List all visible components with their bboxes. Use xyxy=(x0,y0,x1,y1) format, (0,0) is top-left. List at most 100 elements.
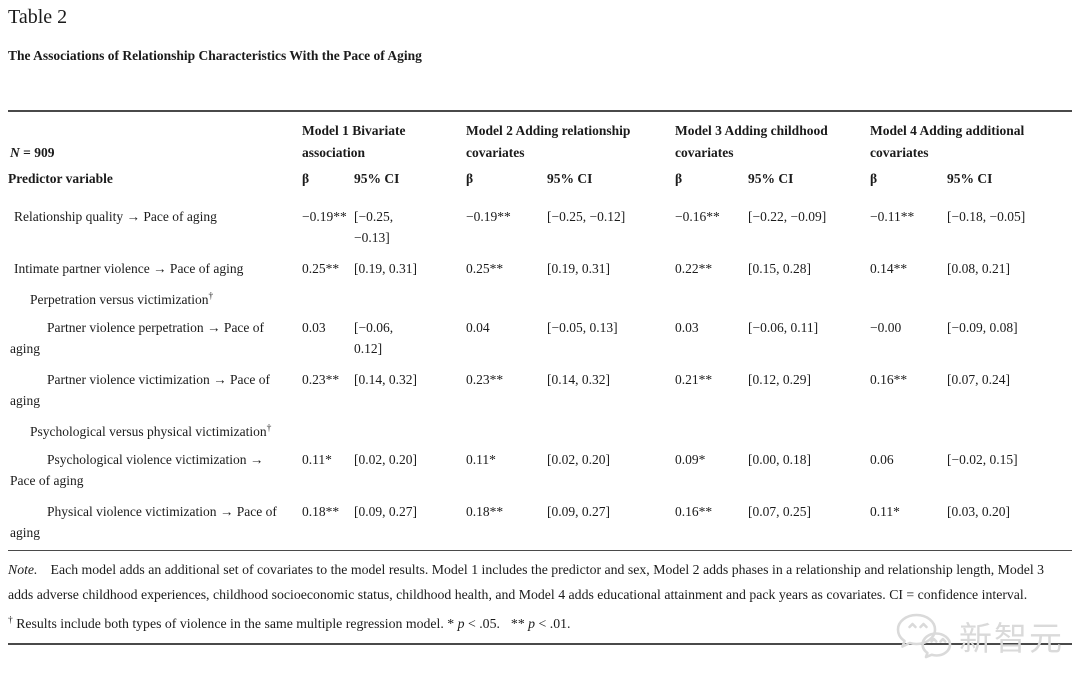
table-row-subheading: Psychological versus physical victimizat… xyxy=(8,418,1072,446)
ci-cell: [−0.06, 0.12] xyxy=(354,320,394,356)
ci-cell: [0.09, 0.27] xyxy=(354,504,417,519)
ci-cell: [0.08, 0.21] xyxy=(947,261,1011,276)
results-table: N = 909 Model 1 Bivariate association Mo… xyxy=(8,110,1073,551)
ci-header-m1: 95% CI xyxy=(354,171,400,186)
ci-cell: [0.07, 0.25] xyxy=(748,504,812,519)
predictor-variable-header: Predictor variable xyxy=(8,171,113,186)
model-4-header: Model 4 Adding additional covariates xyxy=(870,123,1025,160)
subheading-text: Psychological versus physical victimizat… xyxy=(30,424,267,439)
dagger-mark: † xyxy=(266,423,272,434)
n-symbol: N xyxy=(10,145,20,160)
sig-level-2: ** xyxy=(510,616,529,631)
beta-cell: 0.03 xyxy=(675,320,699,335)
ci-cell: [0.15, 0.28] xyxy=(748,261,812,276)
column-header-row: Predictor variable β 95% CI β 95% CI β 9… xyxy=(8,164,1072,203)
n-value: = 909 xyxy=(19,145,55,160)
sig-level-1: * xyxy=(447,616,458,631)
ci-cell: [0.02, 0.20] xyxy=(354,452,417,467)
subheading-cell: Perpetration versus victimization† xyxy=(8,286,1072,314)
ci-cell: [0.07, 0.24] xyxy=(947,372,1011,387)
ci-cell: [0.14, 0.32] xyxy=(354,372,417,387)
footnote-paragraph: † Results include both types of violence… xyxy=(8,611,1072,636)
ci-cell: [−0.25, −0.13] xyxy=(354,209,394,245)
table-row-subheading: Perpetration versus victimization† xyxy=(8,286,1072,314)
subheading-cell: Psychological versus physical victimizat… xyxy=(8,418,1072,446)
ci-cell: [0.19, 0.31] xyxy=(354,261,417,276)
model-3-header: Model 3 Adding childhood covariates xyxy=(675,123,828,160)
ci-header-m2: 95% CI xyxy=(547,171,593,186)
model-header-row: N = 909 Model 1 Bivariate association Mo… xyxy=(8,111,1072,164)
beta-cell: −0.11** xyxy=(870,209,915,224)
table-row: Physical violence victimization → Pace o… xyxy=(8,498,1072,551)
beta-cell: 0.16** xyxy=(870,372,908,387)
beta-header-m3: β xyxy=(675,171,683,186)
ci-cell: [−0.05, 0.13] xyxy=(547,320,618,335)
model-1-header: Model 1 Bivariate association xyxy=(302,123,406,160)
beta-cell: −0.19** xyxy=(466,209,511,224)
beta-cell: −0.19** xyxy=(302,209,347,224)
ci-cell: [−0.09, 0.08] xyxy=(947,320,1018,335)
beta-cell: 0.11* xyxy=(302,452,332,467)
beta-cell: 0.25** xyxy=(302,261,340,276)
footnote-text: Results include both types of violence i… xyxy=(16,616,444,631)
table-row: Partner violence victimization → Pace of… xyxy=(8,366,1072,418)
table-row: Relationship quality → Pace of aging −0.… xyxy=(8,203,1072,255)
ci-header-m4: 95% CI xyxy=(947,171,993,186)
table-row: Psychological violence victimization → P… xyxy=(8,446,1072,498)
beta-cell: 0.23** xyxy=(466,372,504,387)
beta-cell: 0.18** xyxy=(466,504,504,519)
beta-header-m4: β xyxy=(870,171,878,186)
beta-cell: 0.06 xyxy=(870,452,894,467)
predictor-cell: Physical violence victimization → Pace o… xyxy=(10,504,277,540)
table-row: Partner violence perpetration → Pace of … xyxy=(8,314,1072,366)
beta-cell: 0.11* xyxy=(870,504,900,519)
ci-cell: [−0.02, 0.15] xyxy=(947,452,1018,467)
beta-cell: −0.16** xyxy=(675,209,720,224)
ci-cell: [0.09, 0.27] xyxy=(547,504,611,519)
beta-cell: 0.23** xyxy=(302,372,340,387)
sample-size-header: N = 909 xyxy=(8,111,302,164)
paper-page: Table 2 The Associations of Relationship… xyxy=(8,6,1073,645)
note-text: Each model adds an additional set of cov… xyxy=(8,562,1045,602)
beta-cell: 0.18** xyxy=(302,504,340,519)
ci-cell: [−0.25, −0.12] xyxy=(547,209,626,224)
beta-header-m2: β xyxy=(466,171,474,186)
ci-cell: [0.12, 0.29] xyxy=(748,372,812,387)
predictor-cell: Partner violence perpetration → Pace of … xyxy=(10,320,265,356)
ci-cell: [0.03, 0.20] xyxy=(947,504,1011,519)
table-number-label: Table 2 xyxy=(8,6,68,28)
beta-cell: 0.22** xyxy=(675,261,713,276)
note-paragraph: Note. Each model adds an additional set o… xyxy=(8,557,1072,607)
beta-cell: 0.16** xyxy=(675,504,713,519)
ci-cell: [−0.18, −0.05] xyxy=(947,209,1026,224)
ci-header-m3: 95% CI xyxy=(748,171,794,186)
beta-cell: 0.03 xyxy=(302,320,326,335)
ci-cell: [−0.06, 0.11] xyxy=(748,320,819,335)
dagger-mark: † xyxy=(208,291,214,302)
sig-level-1-value: < .05. xyxy=(464,616,500,631)
beta-cell: 0.25** xyxy=(466,261,504,276)
beta-cell: 0.14** xyxy=(870,261,908,276)
subheading-text: Perpetration versus victimization xyxy=(30,292,209,307)
dagger-mark: † xyxy=(8,615,13,626)
beta-header-m1: β xyxy=(302,171,310,186)
table-row: Intimate partner violence → Pace of agin… xyxy=(8,255,1072,286)
table-notes: Note. Each model adds an additional set o… xyxy=(8,551,1072,645)
p-symbol: p xyxy=(528,616,536,631)
ci-cell: [0.19, 0.31] xyxy=(547,261,611,276)
ci-cell: [0.02, 0.20] xyxy=(547,452,611,467)
sig-level-2-value: < .01. xyxy=(535,616,571,631)
predictor-cell: Relationship quality → Pace of aging xyxy=(14,209,217,224)
model-2-header: Model 2 Adding relationship covariates xyxy=(466,123,631,160)
p-symbol: p xyxy=(457,616,465,631)
ci-cell: [0.00, 0.18] xyxy=(748,452,812,467)
ci-cell: [−0.22, −0.09] xyxy=(748,209,827,224)
beta-cell: 0.11* xyxy=(466,452,496,467)
ci-cell: [0.14, 0.32] xyxy=(547,372,611,387)
beta-cell: 0.04 xyxy=(466,320,490,335)
beta-cell: 0.09* xyxy=(675,452,706,467)
predictor-cell: Intimate partner violence → Pace of agin… xyxy=(14,261,244,276)
table-title: The Associations of Relationship Charact… xyxy=(8,48,422,63)
predictor-cell: Psychological violence victimization → P… xyxy=(10,452,264,488)
beta-cell: −0.00 xyxy=(870,320,902,335)
